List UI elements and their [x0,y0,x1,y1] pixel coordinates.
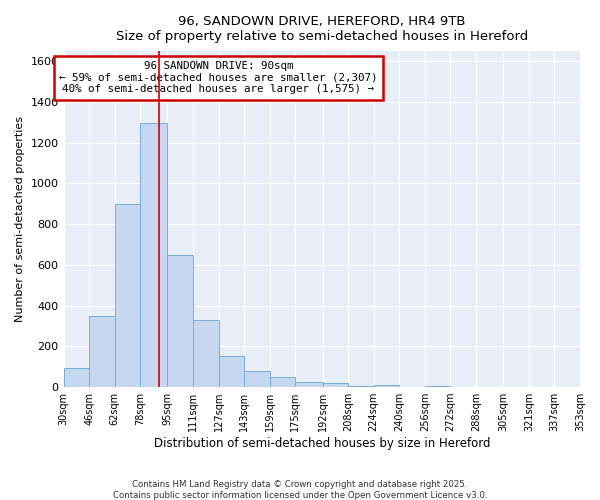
Y-axis label: Number of semi-detached properties: Number of semi-detached properties [15,116,25,322]
Bar [167,254,193,387]
Bar [218,356,244,387]
Title: 96, SANDOWN DRIVE, HEREFORD, HR4 9TB
Size of property relative to semi-detached : 96, SANDOWN DRIVE, HEREFORD, HR4 9TB Siz… [116,15,528,43]
Bar [323,383,348,387]
Bar [140,124,167,387]
Bar [89,316,115,387]
Text: 96 SANDOWN DRIVE: 90sqm
← 59% of semi-detached houses are smaller (2,307)
40% of: 96 SANDOWN DRIVE: 90sqm ← 59% of semi-de… [59,61,378,94]
Text: Contains HM Land Registry data © Crown copyright and database right 2025.
Contai: Contains HM Land Registry data © Crown c… [113,480,487,500]
Bar [425,386,451,387]
Bar [295,382,323,387]
Bar [348,386,374,387]
Bar [115,204,140,387]
Bar [64,368,89,387]
Bar [193,320,218,387]
X-axis label: Distribution of semi-detached houses by size in Hereford: Distribution of semi-detached houses by … [154,437,490,450]
Bar [244,371,270,387]
Bar [374,385,400,387]
Bar [270,377,295,387]
